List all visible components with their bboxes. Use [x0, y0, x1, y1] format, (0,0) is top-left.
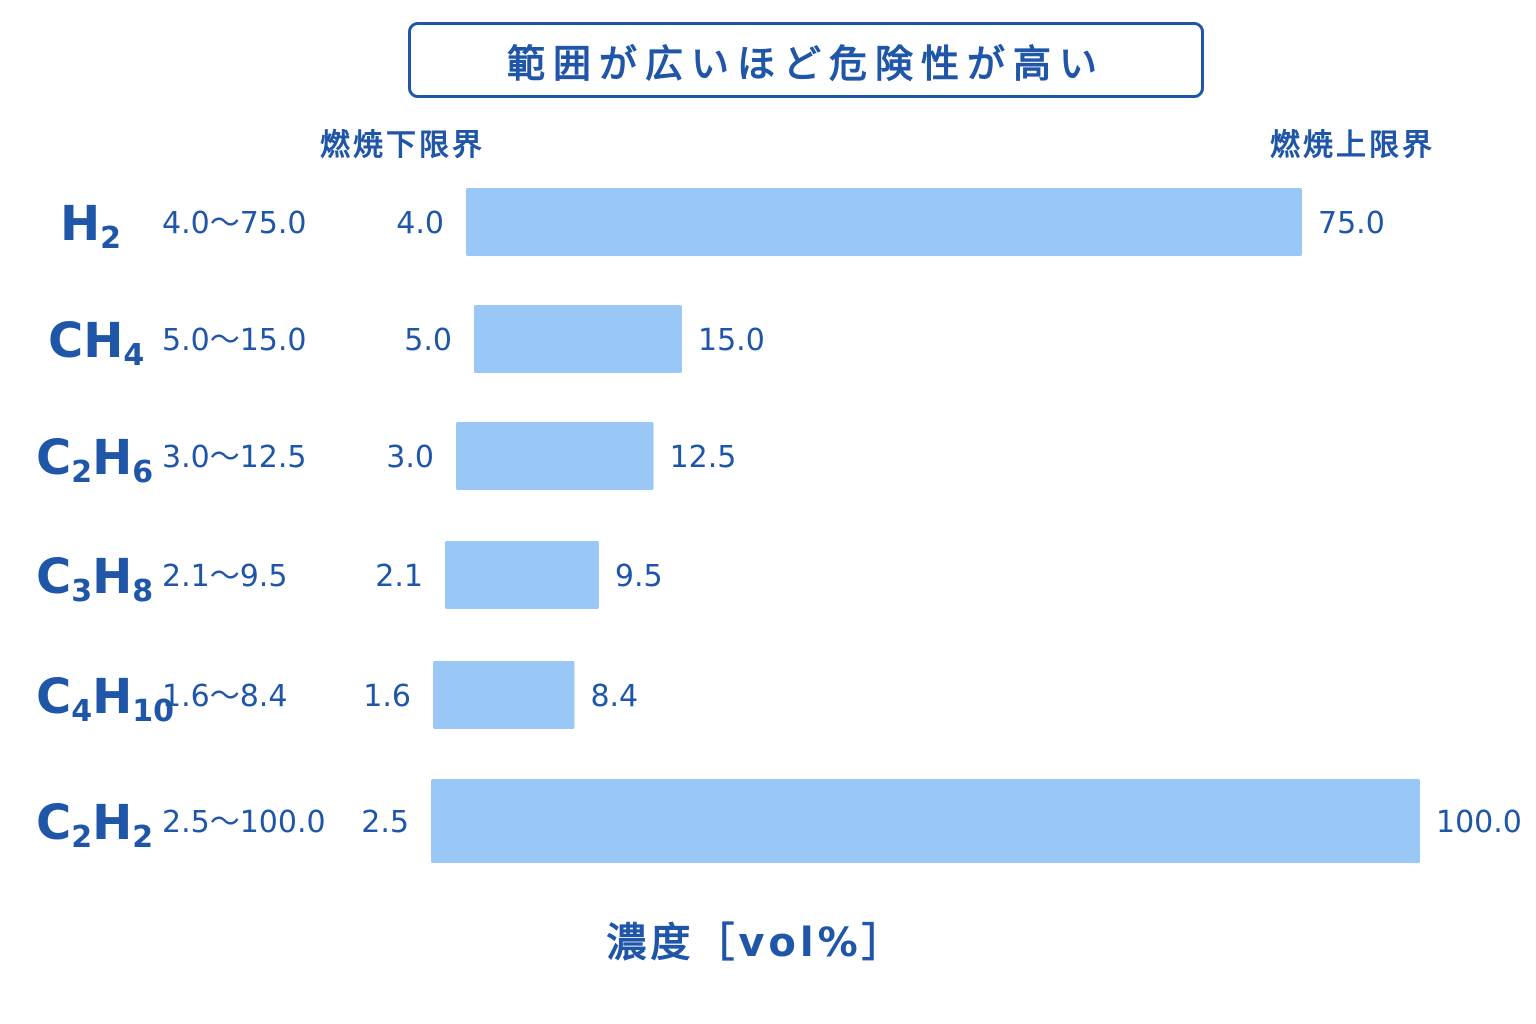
bar-CH4	[474, 305, 682, 373]
lower-value-C4H10: 1.6	[363, 679, 411, 714]
lower-value-CH4: 5.0	[404, 323, 452, 358]
range-label-C2H2: 2.5～100.0	[162, 805, 326, 840]
bar-C3H8	[445, 541, 599, 609]
bar-C4H10	[433, 661, 575, 729]
lower-value-C2H2: 2.5	[361, 805, 409, 840]
gas-label-C2H2: C2H2	[36, 795, 153, 855]
gas-label-C4H10: C4H10	[36, 669, 174, 729]
upper-value-C2H2: 100.0	[1436, 805, 1522, 840]
range-label-C3H8: 2.1～9.5	[162, 559, 287, 594]
range-label-C2H6: 3.0～12.5	[162, 440, 307, 475]
upper-value-C2H6: 12.5	[670, 440, 737, 475]
upper-value-C3H8: 9.5	[615, 559, 663, 594]
upper-value-H2: 75.0	[1318, 206, 1385, 241]
range-label-CH4: 5.0～15.0	[162, 323, 307, 358]
lower-value-H2: 4.0	[396, 206, 444, 241]
upper-limit-header: 燃焼上限界	[1270, 128, 1435, 163]
chart-title-banner: 範囲が広いほど危険性が高い	[408, 22, 1204, 98]
bar-C2H6	[456, 422, 654, 490]
bar-C2H2	[431, 779, 1420, 863]
chart-title: 範囲が広いほど危険性が高い	[506, 41, 1105, 86]
lower-limit-header: 燃焼下限界	[320, 128, 485, 163]
upper-value-CH4: 15.0	[698, 323, 765, 358]
gas-label-C3H8: C3H8	[36, 549, 153, 609]
gas-label-C2H6: C2H6	[36, 430, 153, 490]
bar-H2	[466, 188, 1302, 256]
lower-value-C3H8: 2.1	[375, 559, 423, 594]
range-label-C4H10: 1.6～8.4	[162, 679, 287, 714]
gas-label-CH4: CH4	[48, 313, 144, 373]
gas-label-H2: H2	[60, 196, 121, 256]
lower-value-C2H6: 3.0	[386, 440, 434, 475]
range-label-H2: 4.0～75.0	[162, 206, 307, 241]
upper-value-C4H10: 8.4	[590, 679, 638, 714]
x-axis-label: 濃度［vol%］	[606, 920, 906, 966]
